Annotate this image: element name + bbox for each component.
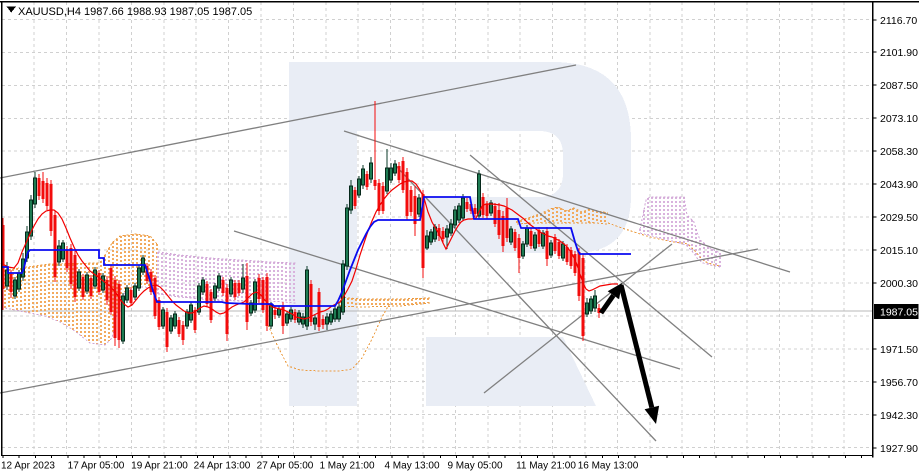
svg-text:2087.50: 2087.50 [880, 80, 918, 92]
svg-text:17 Apr 05:00: 17 Apr 05:00 [68, 461, 125, 472]
svg-text:24 Apr 13:00: 24 Apr 13:00 [194, 461, 251, 472]
svg-text:1927.90: 1927.90 [880, 443, 918, 455]
svg-text:XAUUSD,H4 1987.66 1988.93 198: XAUUSD,H4 1987.66 1988.93 1987.05 1987.0… [18, 6, 252, 18]
svg-text:9 May 05:00: 9 May 05:00 [447, 461, 502, 472]
svg-text:2116.70: 2116.70 [880, 15, 917, 27]
svg-text:12 Apr 2023: 12 Apr 2023 [1, 461, 55, 472]
svg-text:11 May 21:00: 11 May 21:00 [516, 461, 576, 472]
svg-text:4 May 13:00: 4 May 13:00 [384, 461, 439, 472]
svg-text:1956.70: 1956.70 [880, 377, 918, 389]
svg-text:2058.30: 2058.30 [880, 146, 918, 158]
svg-text:1987.05: 1987.05 [880, 307, 918, 319]
svg-text:2073.10: 2073.10 [880, 113, 918, 125]
svg-text:2029.50: 2029.50 [880, 212, 918, 224]
svg-text:19 Apr 21:00: 19 Apr 21:00 [131, 461, 188, 472]
svg-text:1942.30: 1942.30 [880, 410, 918, 422]
svg-text:2000.30: 2000.30 [880, 278, 918, 290]
svg-text:2043.90: 2043.90 [880, 179, 918, 191]
svg-text:16 May 13:00: 16 May 13:00 [578, 461, 639, 472]
svg-text:27 Apr 05:00: 27 Apr 05:00 [257, 461, 314, 472]
svg-text:1971.50: 1971.50 [880, 344, 918, 356]
svg-text:2015.10: 2015.10 [880, 245, 918, 257]
svg-text:2101.90: 2101.90 [880, 47, 918, 59]
svg-text:1 May 21:00: 1 May 21:00 [319, 461, 374, 472]
